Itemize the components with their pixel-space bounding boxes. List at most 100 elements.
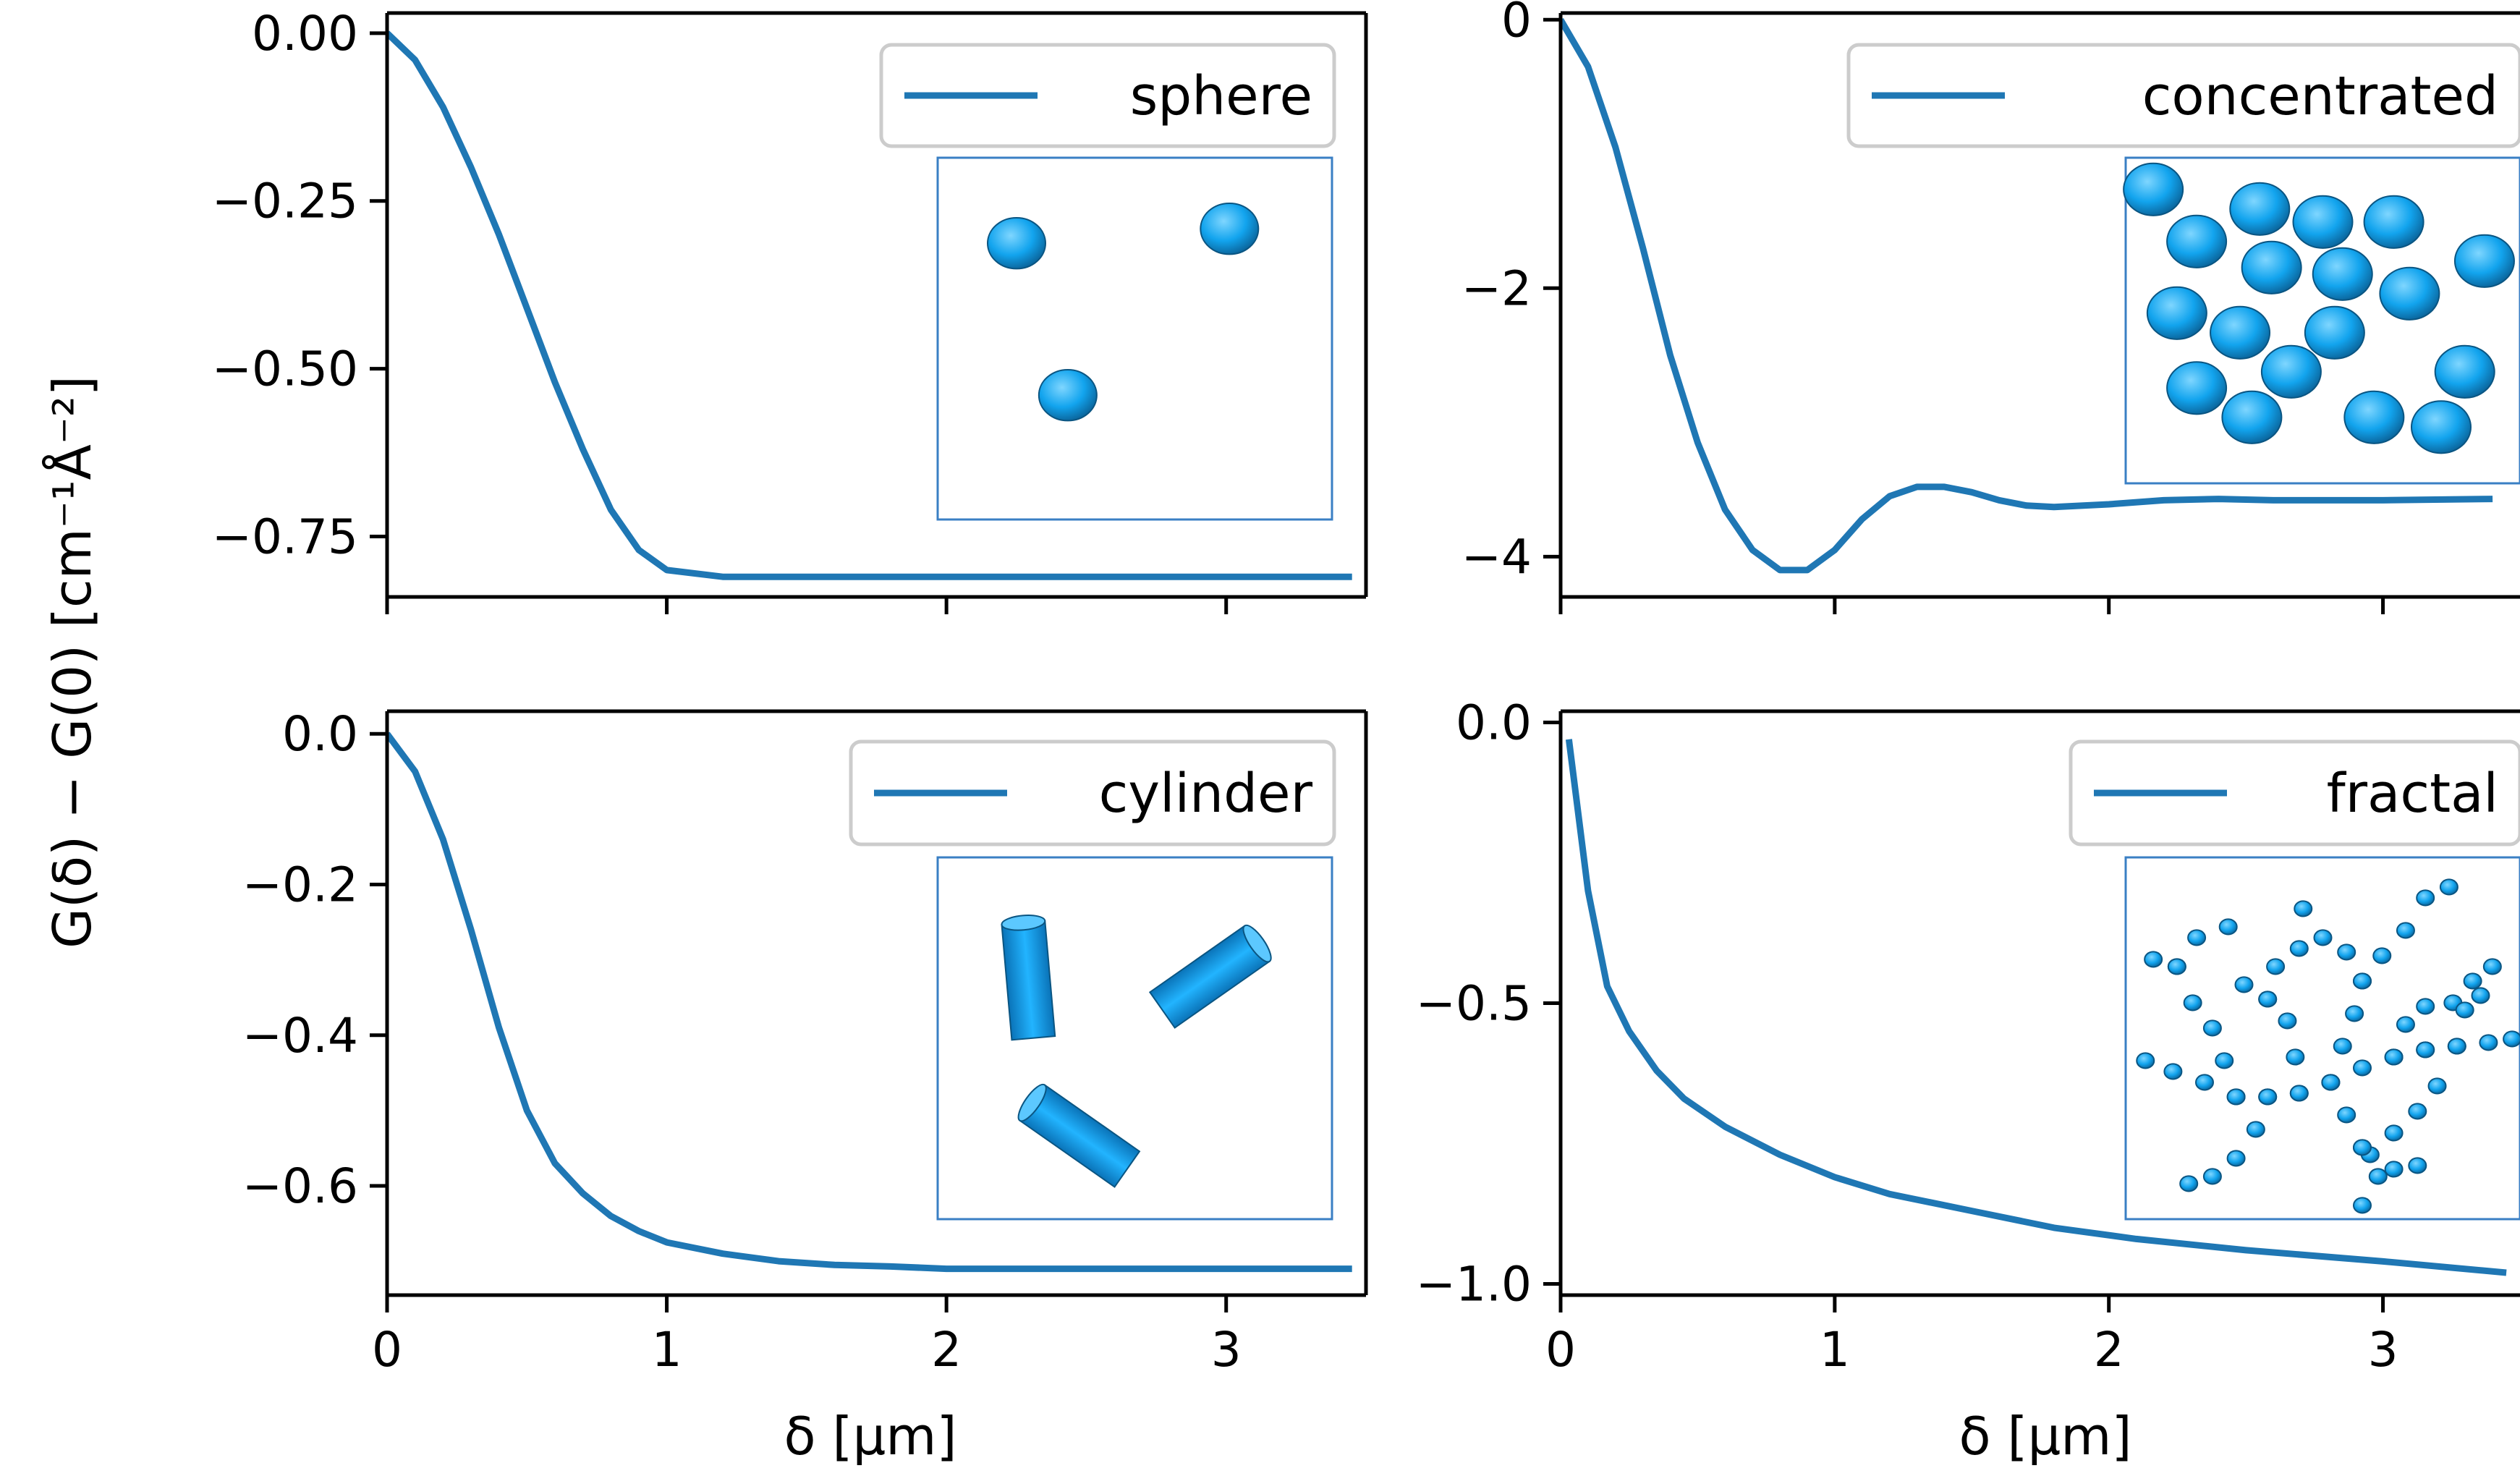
particle (2289, 940, 2309, 957)
figure-ylabel: G(δ) − G(0) [cm⁻¹Å⁻²] (42, 376, 103, 949)
particle (2416, 889, 2435, 907)
cylinder-shape (1017, 1083, 1141, 1188)
particle (2294, 900, 2313, 917)
particle (2166, 361, 2228, 415)
inset-cylinders (936, 856, 1333, 1221)
particle (2241, 240, 2302, 294)
particle (2396, 1016, 2415, 1033)
cylinder-shape (1148, 924, 1272, 1029)
y-tick-label: −2 (1461, 260, 1532, 316)
y-tick-label: −0.25 (212, 174, 358, 229)
y-tick-label: 0.0 (282, 706, 358, 762)
bottom-right-xlabel: δ [μm] (1959, 1406, 2131, 1467)
particle (2353, 1197, 2372, 1214)
inset-frame (2124, 856, 2520, 1221)
particle (2343, 390, 2405, 444)
y-tick-label: −0.5 (1416, 976, 1532, 1032)
particle (2411, 400, 2472, 454)
particle (2278, 1012, 2297, 1030)
particle (2353, 972, 2372, 990)
particle (2312, 247, 2373, 301)
panels-group: 0.00−0.25−0.50−0.75sphere0−2−4concentrat… (212, 0, 2520, 1378)
particle (1038, 369, 1098, 422)
particle (2416, 1041, 2435, 1059)
particle (987, 217, 1046, 270)
particle (2292, 195, 2354, 249)
particle (2384, 1048, 2404, 1066)
particle (2372, 947, 2392, 964)
particle (1200, 203, 1260, 255)
x-tick-label: 3 (2368, 1322, 2398, 1378)
particle (2408, 1157, 2427, 1174)
inset-fractal-aggregate (2124, 856, 2520, 1221)
particle (2218, 918, 2238, 936)
cylinder-cap (1242, 924, 1272, 963)
particle (2226, 1088, 2246, 1106)
particle (2260, 344, 2322, 399)
legend-label: concentrated (2142, 65, 2498, 127)
series-line (1565, 739, 2507, 1276)
particle (2463, 972, 2482, 990)
particle (2144, 951, 2163, 968)
particle (2455, 1001, 2474, 1019)
series-line (387, 731, 1352, 1273)
legend-box (2069, 739, 2520, 847)
particle (2427, 1077, 2447, 1095)
particle (2304, 305, 2365, 360)
particle (2202, 1168, 2222, 1185)
particle (2482, 958, 2502, 975)
particle (2195, 1074, 2214, 1091)
particle (2266, 958, 2286, 975)
particle (2210, 305, 2271, 360)
particle (2313, 929, 2333, 946)
particle (2353, 1139, 2372, 1156)
cylinder-cap (1017, 1083, 1047, 1122)
legend-box (1846, 43, 2520, 148)
legend-box (849, 739, 1336, 847)
particle (2258, 1088, 2278, 1106)
particle (2202, 1019, 2222, 1037)
x-tick-label: 3 (1211, 1322, 1242, 1378)
y-tick-label: 0 (1501, 0, 1532, 48)
particle (2321, 1074, 2341, 1091)
panel-fractal: 0.0 −0.5 −1.00 1 2 3 fractal (1416, 695, 2520, 1378)
inset-frame (936, 156, 1333, 521)
particle (2337, 1106, 2356, 1124)
particle (2353, 1059, 2372, 1077)
x-tick-label: 0 (1545, 1322, 1576, 1378)
particle (2333, 1038, 2352, 1055)
y-tick-label: −0.4 (242, 1008, 358, 1064)
particle (2286, 1048, 2305, 1066)
cylinder-shape (1001, 915, 1056, 1041)
particle (2123, 162, 2184, 216)
x-tick-label: 2 (2094, 1322, 2124, 1378)
particle (2368, 1168, 2388, 1185)
cylinder-cap (1001, 915, 1046, 931)
particle (2503, 1030, 2520, 1048)
particle (2384, 1124, 2404, 1142)
particle (2187, 929, 2207, 946)
particle (2408, 1103, 2427, 1120)
series-line (1561, 18, 2493, 574)
particle (2229, 182, 2291, 236)
particle (2379, 266, 2440, 321)
y-tick-label: 0.0 (1456, 695, 1532, 751)
particle (2416, 998, 2435, 1015)
y-tick-label: −0.75 (212, 509, 358, 565)
particle (2167, 958, 2186, 975)
particle (2246, 1121, 2265, 1138)
particle (2163, 1063, 2183, 1080)
y-tick-label: −0.6 (242, 1158, 358, 1214)
panel-sphere: 0.00 −0.25 −0.50 −0.75 sphere (212, 6, 1368, 614)
particle (2179, 1175, 2199, 1192)
particle (2146, 286, 2207, 340)
particle (2439, 878, 2459, 896)
x-tick-label: 2 (931, 1322, 962, 1378)
particle (2136, 1052, 2155, 1069)
legend-label: fractal (2327, 763, 2498, 825)
particle (2479, 1034, 2498, 1051)
panel-cylinder: 0.0 −0.2 −0.4 −0.6 0 1 2 3 cylinder (242, 706, 1368, 1378)
inset-isolated-spheres (936, 156, 1333, 521)
particle (2447, 1038, 2466, 1055)
